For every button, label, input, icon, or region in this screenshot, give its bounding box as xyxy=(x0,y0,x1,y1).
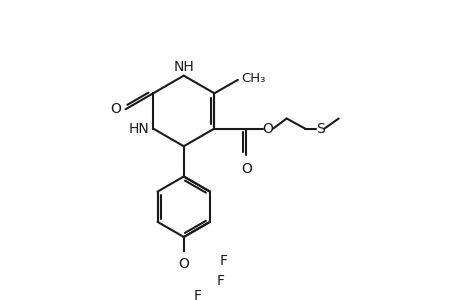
Text: S: S xyxy=(315,122,324,136)
Text: O: O xyxy=(178,257,189,271)
Text: O: O xyxy=(110,102,121,116)
Text: F: F xyxy=(193,289,201,300)
Text: NH: NH xyxy=(173,60,194,74)
Text: CH₃: CH₃ xyxy=(241,72,265,85)
Text: O: O xyxy=(262,122,273,136)
Text: O: O xyxy=(241,162,251,176)
Text: F: F xyxy=(219,254,227,268)
Text: F: F xyxy=(216,274,224,288)
Text: HN: HN xyxy=(129,122,150,136)
